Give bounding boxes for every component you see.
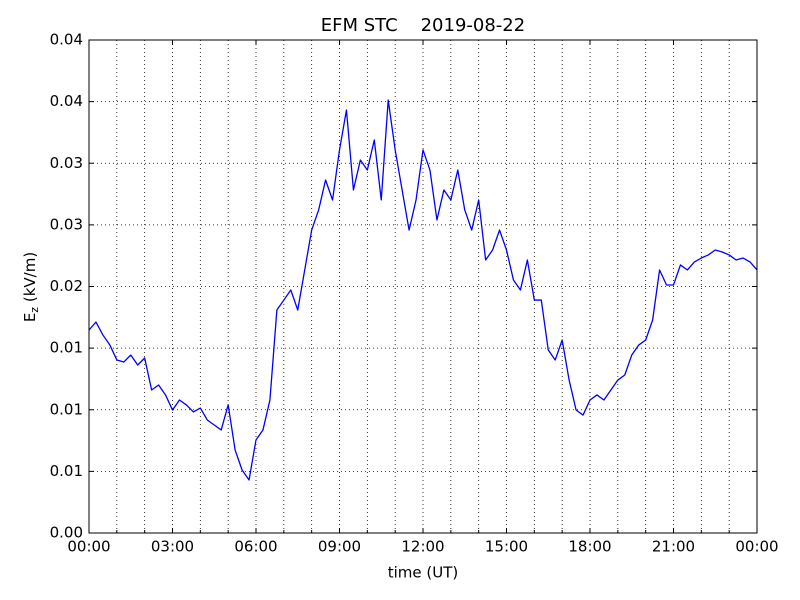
y-tick-label: 0.04 — [50, 31, 83, 49]
x-tick-label: 03:00 — [151, 538, 194, 556]
y-tick-label: 0.03 — [50, 215, 83, 233]
x-tick-label: 00:00 — [735, 538, 778, 556]
chart-title: EFM STC 2019-08-22 — [321, 15, 525, 36]
x-tick-label: 12:00 — [401, 538, 444, 556]
y-tick-label: 0.04 — [50, 92, 83, 110]
y-tick-label: 0.03 — [50, 154, 83, 172]
y-tick-label: 0.02 — [50, 277, 83, 295]
x-tick-label: 06:00 — [234, 538, 277, 556]
y-label-subscript: z — [28, 307, 41, 313]
data-line — [88, 99, 758, 481]
y-label-unit: (kV/m) — [21, 252, 39, 307]
y-label-symbol: E — [21, 313, 39, 322]
x-tick-label: 18:00 — [568, 538, 611, 556]
y-tick-label: 0.01 — [50, 400, 83, 418]
x-tick-label: 15:00 — [485, 538, 528, 556]
x-tick-label: 21:00 — [652, 538, 695, 556]
y-tick-label: 0.01 — [50, 339, 83, 357]
x-tick-label: 09:00 — [318, 538, 361, 556]
y-axis-label: Ez (kV/m) — [21, 252, 42, 322]
plot-frame — [88, 39, 758, 534]
y-tick-label: 0.01 — [50, 462, 83, 480]
x-axis-label: time (UT) — [388, 564, 459, 582]
x-tick-label: 00:00 — [67, 538, 110, 556]
y-tick-label: 0.00 — [50, 524, 83, 542]
